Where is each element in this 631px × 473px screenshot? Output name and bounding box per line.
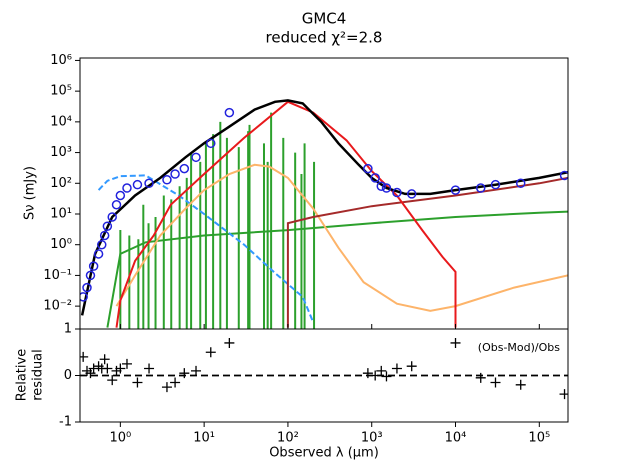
y-axis-label: residual [31, 349, 46, 401]
y-axis-label: Relative [15, 349, 30, 401]
y-tick-label: 10³ [50, 145, 72, 160]
y-tick-label: 10¹ [50, 206, 72, 221]
observed-point [111, 199, 122, 210]
observed-point [144, 178, 154, 189]
residual-point [362, 368, 373, 379]
y-tick-label: -1 [59, 415, 72, 430]
observed-point [162, 175, 172, 185]
residual-point [475, 372, 486, 383]
observed-point [115, 190, 126, 201]
observed-point [107, 212, 117, 222]
observed-point [381, 183, 392, 193]
model-curve [115, 163, 568, 312]
observed-point [490, 179, 501, 190]
observed-point [376, 181, 387, 192]
residual-point [376, 365, 387, 376]
observed-point [132, 179, 143, 190]
residual-point [170, 377, 181, 388]
observed-point [370, 173, 380, 183]
y-tick-label: 10⁻² [43, 299, 72, 314]
y-tick-label: 10⁴ [50, 114, 72, 129]
residual-point [132, 377, 143, 388]
observed-point [450, 185, 461, 195]
residual-point [115, 363, 126, 374]
residual-point [144, 363, 155, 374]
observed-point [191, 152, 201, 163]
x-tick-label: 10⁴ [445, 431, 467, 446]
observed-point [85, 270, 96, 281]
y-tick-label: 10⁰ [50, 237, 72, 252]
observed-point [122, 183, 132, 193]
observed-point [515, 178, 526, 189]
x-tick-label: 10⁵ [528, 431, 550, 446]
residual-point [515, 379, 526, 390]
residual-point [179, 368, 190, 379]
annotation: (Obs-Mod)/Obs [478, 341, 560, 354]
y-axis-label: Sν (mJy) [23, 166, 38, 220]
plot-area [80, 99, 568, 329]
residual-point [381, 371, 392, 382]
model-curve [80, 99, 568, 316]
model-curve [97, 174, 315, 323]
residual-point [161, 382, 172, 393]
x-tick-label: 10² [277, 431, 299, 446]
observed-point [80, 292, 88, 302]
observed-point [88, 261, 99, 271]
x-tick-label: 10³ [361, 431, 383, 446]
y-tick-label: 1 [64, 322, 72, 337]
residual-point [191, 365, 202, 376]
residual-point [205, 347, 216, 358]
observed-point [93, 249, 104, 259]
x-axis-label: Observed λ (μm) [269, 446, 379, 461]
observed-point [406, 189, 417, 199]
residual-point [121, 358, 132, 369]
residual-point [99, 354, 110, 365]
residual-point [107, 375, 118, 386]
y-tick-label: 10² [50, 176, 72, 191]
residual-point [102, 363, 113, 374]
y-tick-label: 10⁻¹ [43, 268, 72, 283]
chart-subtitle: reduced χ²=2.8 [266, 29, 383, 47]
observed-point [102, 221, 113, 231]
observed-point [559, 170, 568, 181]
x-tick-label: 10¹ [193, 431, 215, 446]
axes-frame [79, 57, 569, 330]
observed-point [99, 230, 110, 241]
residual-point [224, 337, 235, 348]
observed-point [179, 163, 190, 174]
y-tick-label: 10⁵ [50, 84, 72, 99]
y-tick-label: 10⁶ [50, 53, 72, 68]
observed-point [363, 163, 373, 174]
plot-area [80, 337, 568, 400]
residual-point [450, 337, 461, 348]
axes-frame [79, 328, 569, 423]
observed-point [392, 187, 402, 198]
residual-point [80, 351, 89, 362]
residual-point [391, 363, 402, 374]
observed-point [170, 169, 180, 179]
observed-point [97, 239, 107, 250]
residual-point [490, 377, 501, 388]
residual-point [406, 361, 417, 372]
observed-point [206, 138, 216, 149]
observed-point [475, 183, 486, 193]
observed-point [82, 282, 92, 293]
model-curve [115, 100, 457, 328]
model-curve [286, 176, 568, 328]
y-tick-label: 0 [64, 368, 72, 383]
chart-title: GMC4 [302, 10, 347, 28]
observed-point [224, 107, 235, 118]
model-curve [106, 210, 568, 328]
x-tick-label: 10⁰ [109, 431, 131, 446]
